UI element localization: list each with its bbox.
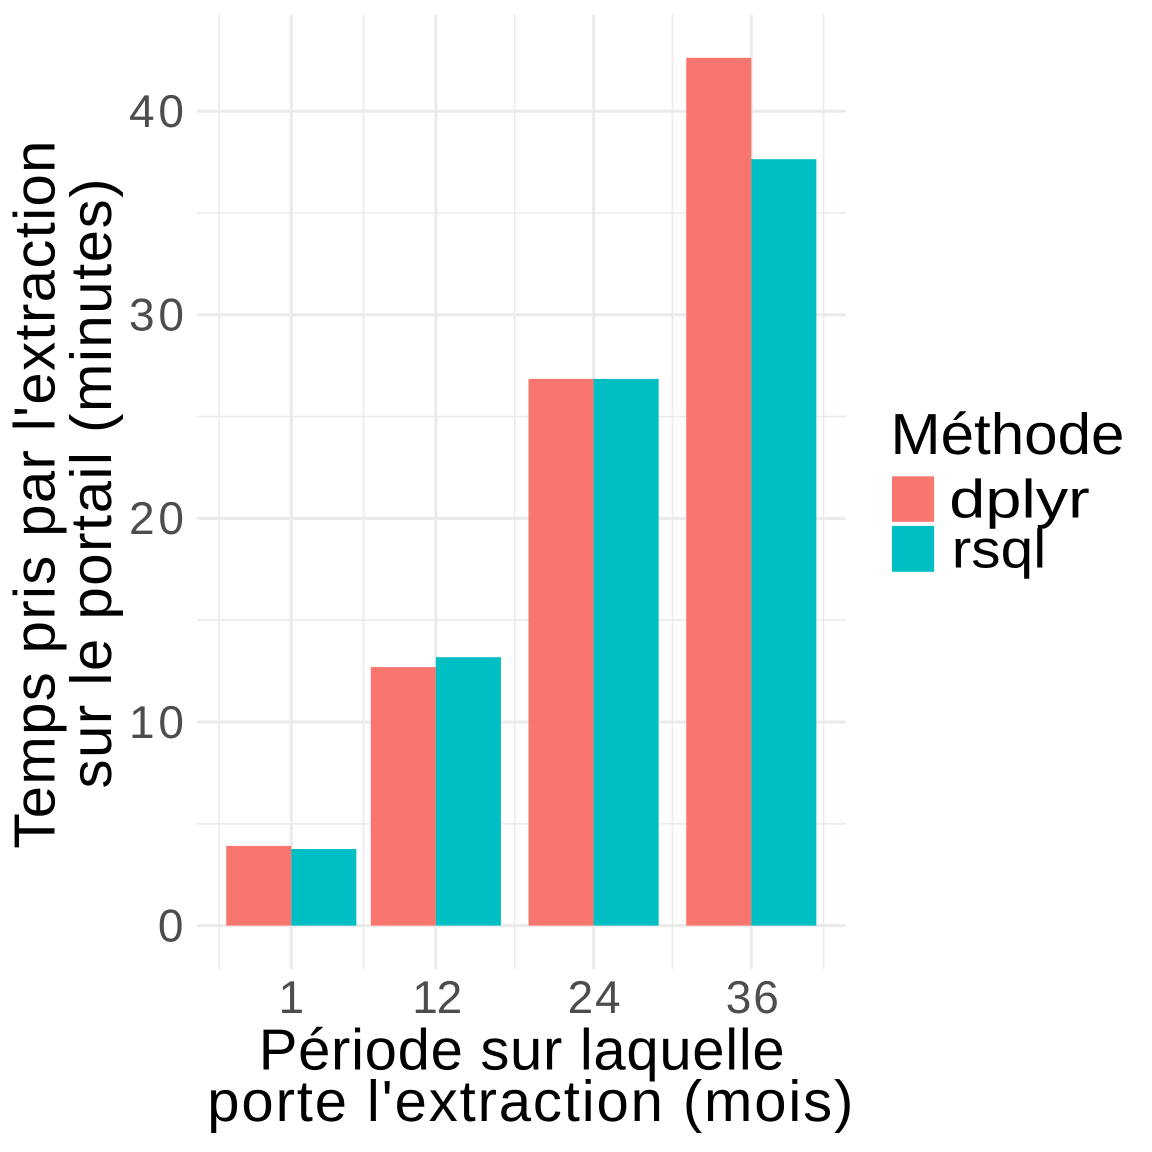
svg-text:Temps pris par l'extraction: Temps pris par l'extraction <box>3 141 68 849</box>
svg-text:1: 1 <box>279 971 305 1023</box>
svg-text:0: 0 <box>158 899 184 951</box>
svg-text:12: 12 <box>412 971 462 1023</box>
svg-text:sur le portail (minutes): sur le portail (minutes) <box>59 179 124 789</box>
svg-text:36: 36 <box>726 971 779 1023</box>
svg-text:dplyr: dplyr <box>949 470 1089 530</box>
svg-text:24: 24 <box>568 971 621 1023</box>
svg-text:Période sur laquelle: Période sur laquelle <box>259 1017 785 1082</box>
svg-text:porte l'extraction (mois): porte l'extraction (mois) <box>207 1069 853 1134</box>
svg-text:rsql: rsql <box>952 520 1046 580</box>
svg-text:Méthode: Méthode <box>891 402 1125 467</box>
